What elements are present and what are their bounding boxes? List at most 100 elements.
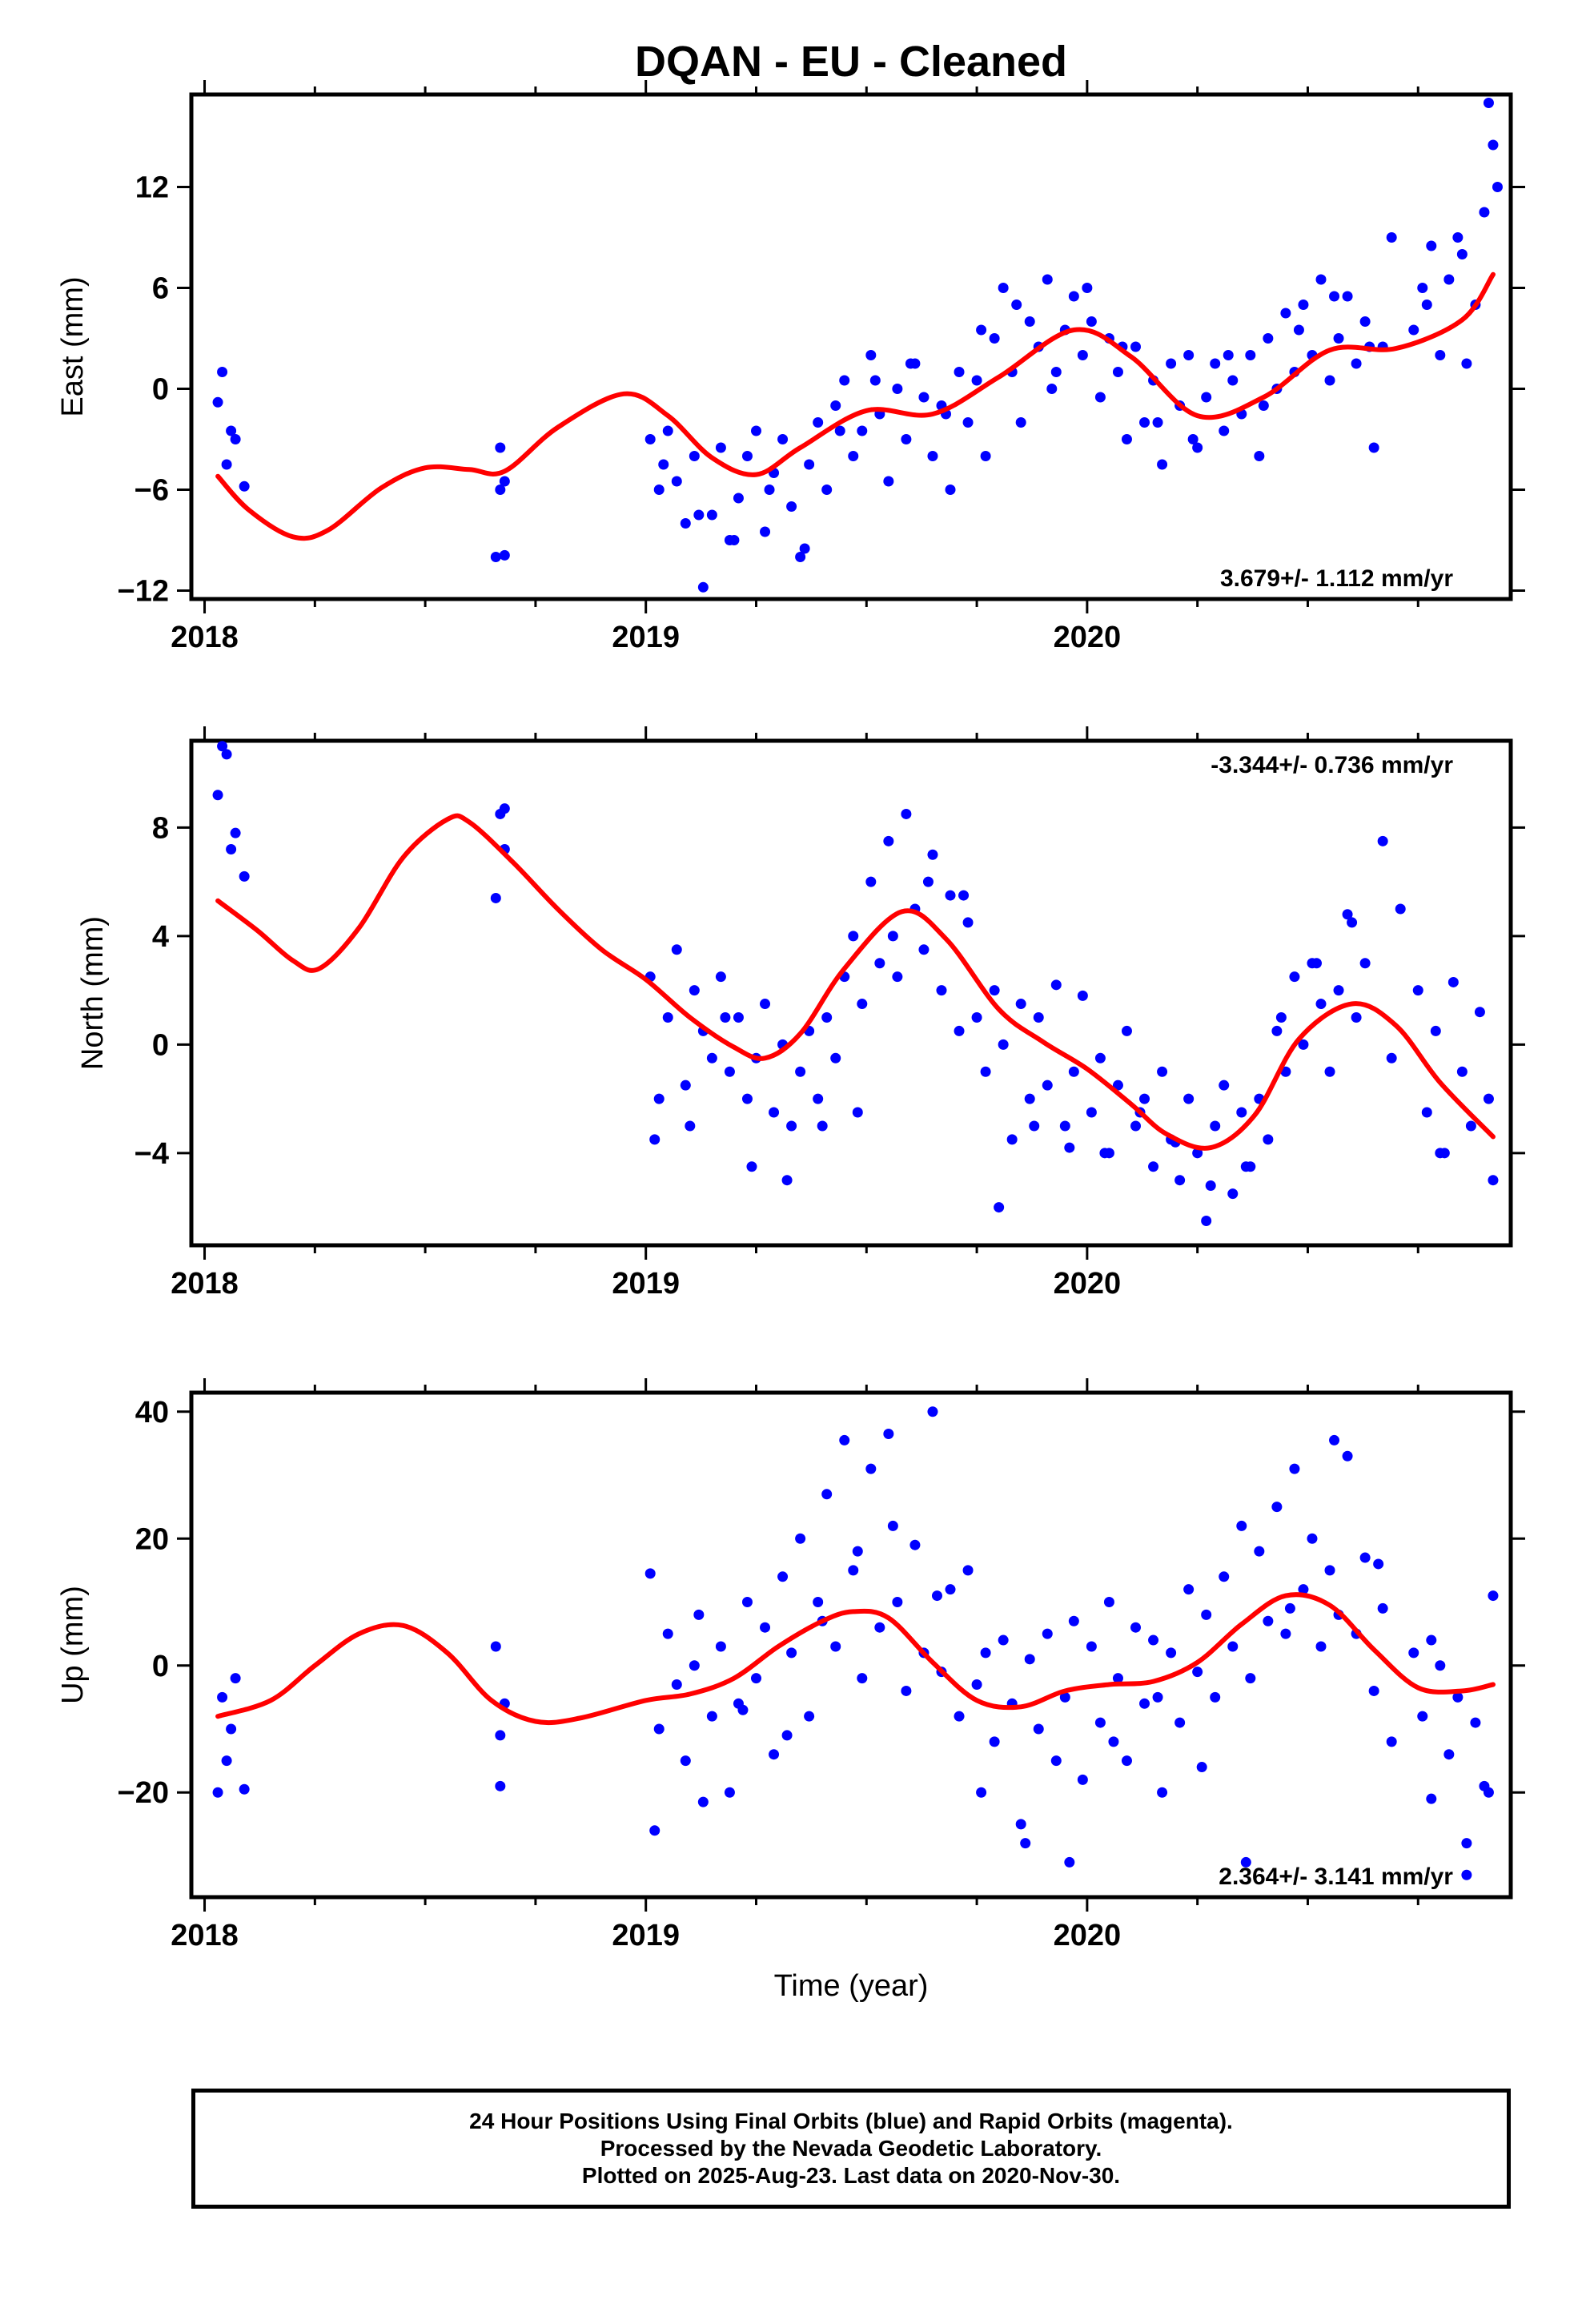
east-data-point xyxy=(693,509,705,521)
north-data-point xyxy=(1148,1161,1159,1172)
up-data-point xyxy=(1359,1552,1371,1563)
east-data-point xyxy=(1130,341,1142,352)
up-y-tick-label: 20 xyxy=(135,1522,169,1556)
east-data-point xyxy=(1227,375,1239,386)
up-data-point xyxy=(1166,1647,1177,1659)
up-data-point xyxy=(1103,1597,1114,1608)
up-data-point xyxy=(786,1647,797,1659)
east-y-tick-label: 12 xyxy=(135,171,169,205)
north-data-point xyxy=(499,803,510,814)
up-data-point xyxy=(1452,1691,1464,1703)
north-data-point xyxy=(680,1080,691,1091)
up-data-point xyxy=(865,1463,877,1474)
up-data-point xyxy=(724,1787,735,1798)
up-data-point xyxy=(874,1622,885,1633)
east-data-point xyxy=(1426,240,1437,251)
north-data-point xyxy=(874,958,885,969)
east-data-point xyxy=(1461,358,1472,369)
east-data-point xyxy=(1254,451,1265,461)
east-data-point xyxy=(1210,358,1221,369)
north-data-point xyxy=(1029,1120,1040,1132)
caption-line-orbits: 24 Hour Positions Using Final Orbits (bl… xyxy=(469,2109,1233,2133)
up-data-point xyxy=(781,1730,793,1741)
up-data-point xyxy=(653,1723,665,1735)
east-data-point xyxy=(1157,459,1168,470)
caption-line-dates: Plotted on 2025-Aug-23. Last data on 202… xyxy=(581,2163,1121,2188)
east-data-point xyxy=(1408,324,1419,336)
north-data-point xyxy=(1421,1107,1432,1118)
east-plot-frame xyxy=(189,92,1513,601)
east-data-point xyxy=(239,480,250,492)
east-data-point xyxy=(1417,283,1428,293)
east-data-point xyxy=(764,485,775,495)
up-data-point xyxy=(495,1780,506,1791)
north-data-point xyxy=(649,1134,661,1145)
east-data-point xyxy=(1359,316,1371,327)
up-data-point xyxy=(989,1736,1000,1747)
east-data-point xyxy=(962,417,974,428)
east-x-tick-label: 2020 xyxy=(1054,621,1122,654)
east-data-point xyxy=(989,333,1000,344)
up-x-tick-label: 2019 xyxy=(612,1919,680,1952)
up-data-point xyxy=(1201,1609,1212,1620)
up-y-tick-label: 0 xyxy=(152,1650,169,1683)
up-data-point xyxy=(1461,1869,1472,1880)
north-data-point xyxy=(1192,1148,1203,1159)
east-data-point xyxy=(795,552,806,562)
caption-line-processor: Processed by the Nevada Geodetic Laborat… xyxy=(600,2136,1102,2161)
north-data-point xyxy=(954,1025,965,1036)
up-data-point xyxy=(980,1647,991,1659)
up-data-point xyxy=(1271,1502,1283,1513)
x-axis-title: Time (year) xyxy=(774,1969,929,2003)
north-data-point xyxy=(857,999,868,1010)
east-data-point xyxy=(1152,417,1163,428)
east-data-point xyxy=(490,552,501,562)
up-data-point xyxy=(1227,1641,1239,1652)
east-data-point xyxy=(821,485,833,495)
up-y-tick-label: −20 xyxy=(118,1776,169,1810)
north-data-point xyxy=(1068,1066,1079,1077)
east-data-point xyxy=(830,400,841,411)
north-data-point xyxy=(671,944,682,955)
east-data-point xyxy=(1492,182,1503,192)
east-data-point xyxy=(1324,375,1335,386)
east-data-point xyxy=(799,543,810,554)
up-data-point xyxy=(741,1597,753,1608)
east-data-point xyxy=(495,442,506,453)
east-data-point xyxy=(706,509,717,521)
north-data-point xyxy=(1064,1142,1075,1153)
north-data-point xyxy=(865,876,877,887)
north-data-point xyxy=(971,1011,982,1023)
north-data-point xyxy=(1174,1175,1186,1186)
up-data-point xyxy=(795,1533,806,1544)
east-data-point xyxy=(786,501,797,512)
north-data-point xyxy=(1333,985,1344,996)
north-data-point xyxy=(795,1066,806,1077)
east-data-point xyxy=(1219,425,1230,436)
north-data-point xyxy=(1412,985,1423,996)
up-data-point xyxy=(927,1406,938,1417)
north-data-point xyxy=(1050,979,1062,991)
up-data-point xyxy=(1307,1533,1318,1544)
up-data-point xyxy=(1315,1641,1327,1652)
north-data-point xyxy=(813,1093,824,1104)
north-data-point xyxy=(1315,999,1327,1010)
east-data-point xyxy=(1386,232,1397,243)
north-data-point xyxy=(830,1052,841,1063)
north-data-point xyxy=(653,1093,665,1104)
up-data-point xyxy=(1020,1838,1031,1849)
north-data-point xyxy=(962,917,974,928)
up-data-point xyxy=(649,1825,661,1836)
east-data-point xyxy=(1011,300,1022,310)
east-data-point xyxy=(689,451,700,461)
up-data-point xyxy=(1342,1450,1353,1462)
east-data-point xyxy=(905,358,916,369)
up-data-point xyxy=(1152,1691,1163,1703)
north-data-point xyxy=(689,985,700,996)
up-data-point xyxy=(1324,1565,1335,1576)
east-data-point xyxy=(760,526,771,537)
up-data-point xyxy=(848,1565,859,1576)
up-data-point xyxy=(230,1673,241,1684)
east-data-point xyxy=(1086,316,1097,327)
east-data-point xyxy=(1329,291,1340,302)
